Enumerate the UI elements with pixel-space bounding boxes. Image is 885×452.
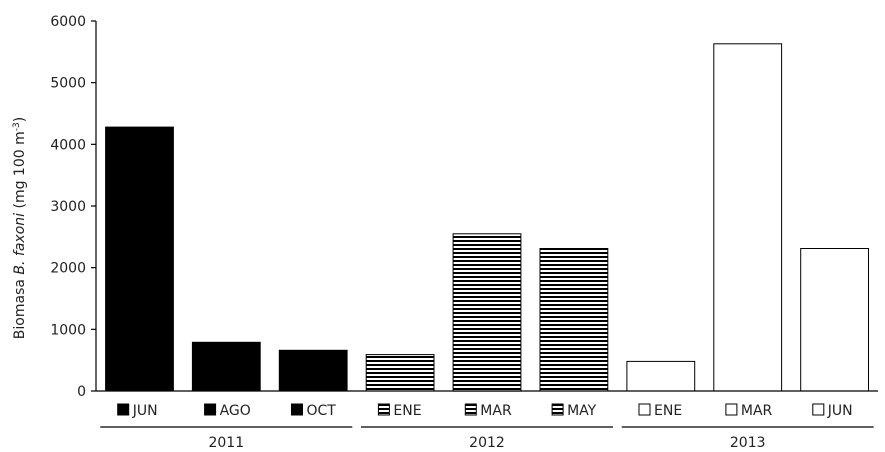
category-labels: JUN AGO OCT ENE MAR MAY ENE MAR JUN (117, 403, 853, 419)
bar-2013-mar (713, 43, 783, 392)
y-axis-title-species: B. faxoni (12, 213, 28, 275)
legend-swatch-solid (117, 403, 130, 416)
category-label: ENE (654, 403, 682, 419)
year-label-2011: 2011 (208, 435, 244, 451)
svg-text:Biomasa B. faxoni (mg 100 m-3): Biomasa B. faxoni (mg 100 m-3) (12, 117, 28, 339)
bar-2013-ene (626, 360, 696, 392)
y-tick-label: 1000 (50, 322, 86, 338)
bar-2013-jun (800, 248, 870, 392)
legend-swatch-open (725, 403, 738, 416)
y-tick-label: 2000 (50, 261, 86, 277)
year-label-2012: 2012 (469, 435, 505, 451)
y-axis-title-prefix: Biomasa (12, 275, 28, 340)
y-tick-label: 3000 (50, 199, 86, 215)
legend-swatch-open (638, 403, 651, 416)
bar-2012-ene (365, 354, 435, 392)
y-axis-title-unit-close: ) (12, 117, 28, 122)
bar-2011-oct (278, 349, 348, 392)
bar-2012-may (539, 248, 609, 392)
category-label: MAY (567, 403, 597, 419)
bar-2012-mar (452, 233, 522, 392)
legend-swatch-solid (204, 403, 217, 416)
category-label: JUN (132, 403, 158, 419)
category-label: MAR (741, 403, 773, 419)
bar-2011-ago (191, 341, 261, 392)
y-tick-label: 4000 (50, 137, 86, 153)
y-tick-label: 6000 (50, 14, 86, 30)
y-axis-title: Biomasa B. faxoni (mg 100 m-3) (12, 117, 28, 339)
legend-swatch-striped (377, 403, 390, 416)
category-label: JUN (827, 403, 853, 419)
year-label-2013: 2013 (730, 435, 766, 451)
category-label: AGO (220, 403, 251, 419)
bar-2011-jun (105, 126, 174, 392)
category-label: ENE (393, 403, 421, 419)
y-axis-title-unit-sup: -3 (12, 122, 22, 131)
bars (105, 43, 870, 392)
y-axis: 0 1000 2000 3000 4000 5000 6000 (50, 14, 97, 400)
category-label: MAR (480, 403, 512, 419)
y-tick-label: 5000 (50, 76, 86, 92)
legend-swatch-open (812, 403, 825, 416)
y-tick-label: 0 (77, 384, 86, 400)
y-axis-title-unit: (mg 100 m (12, 131, 28, 213)
legend-swatch-striped (551, 403, 564, 416)
legend-swatch-striped (464, 403, 477, 416)
year-groups: 2011 2012 2013 (100, 426, 874, 451)
legend-swatch-solid (291, 403, 303, 416)
category-label: OCT (307, 403, 337, 419)
